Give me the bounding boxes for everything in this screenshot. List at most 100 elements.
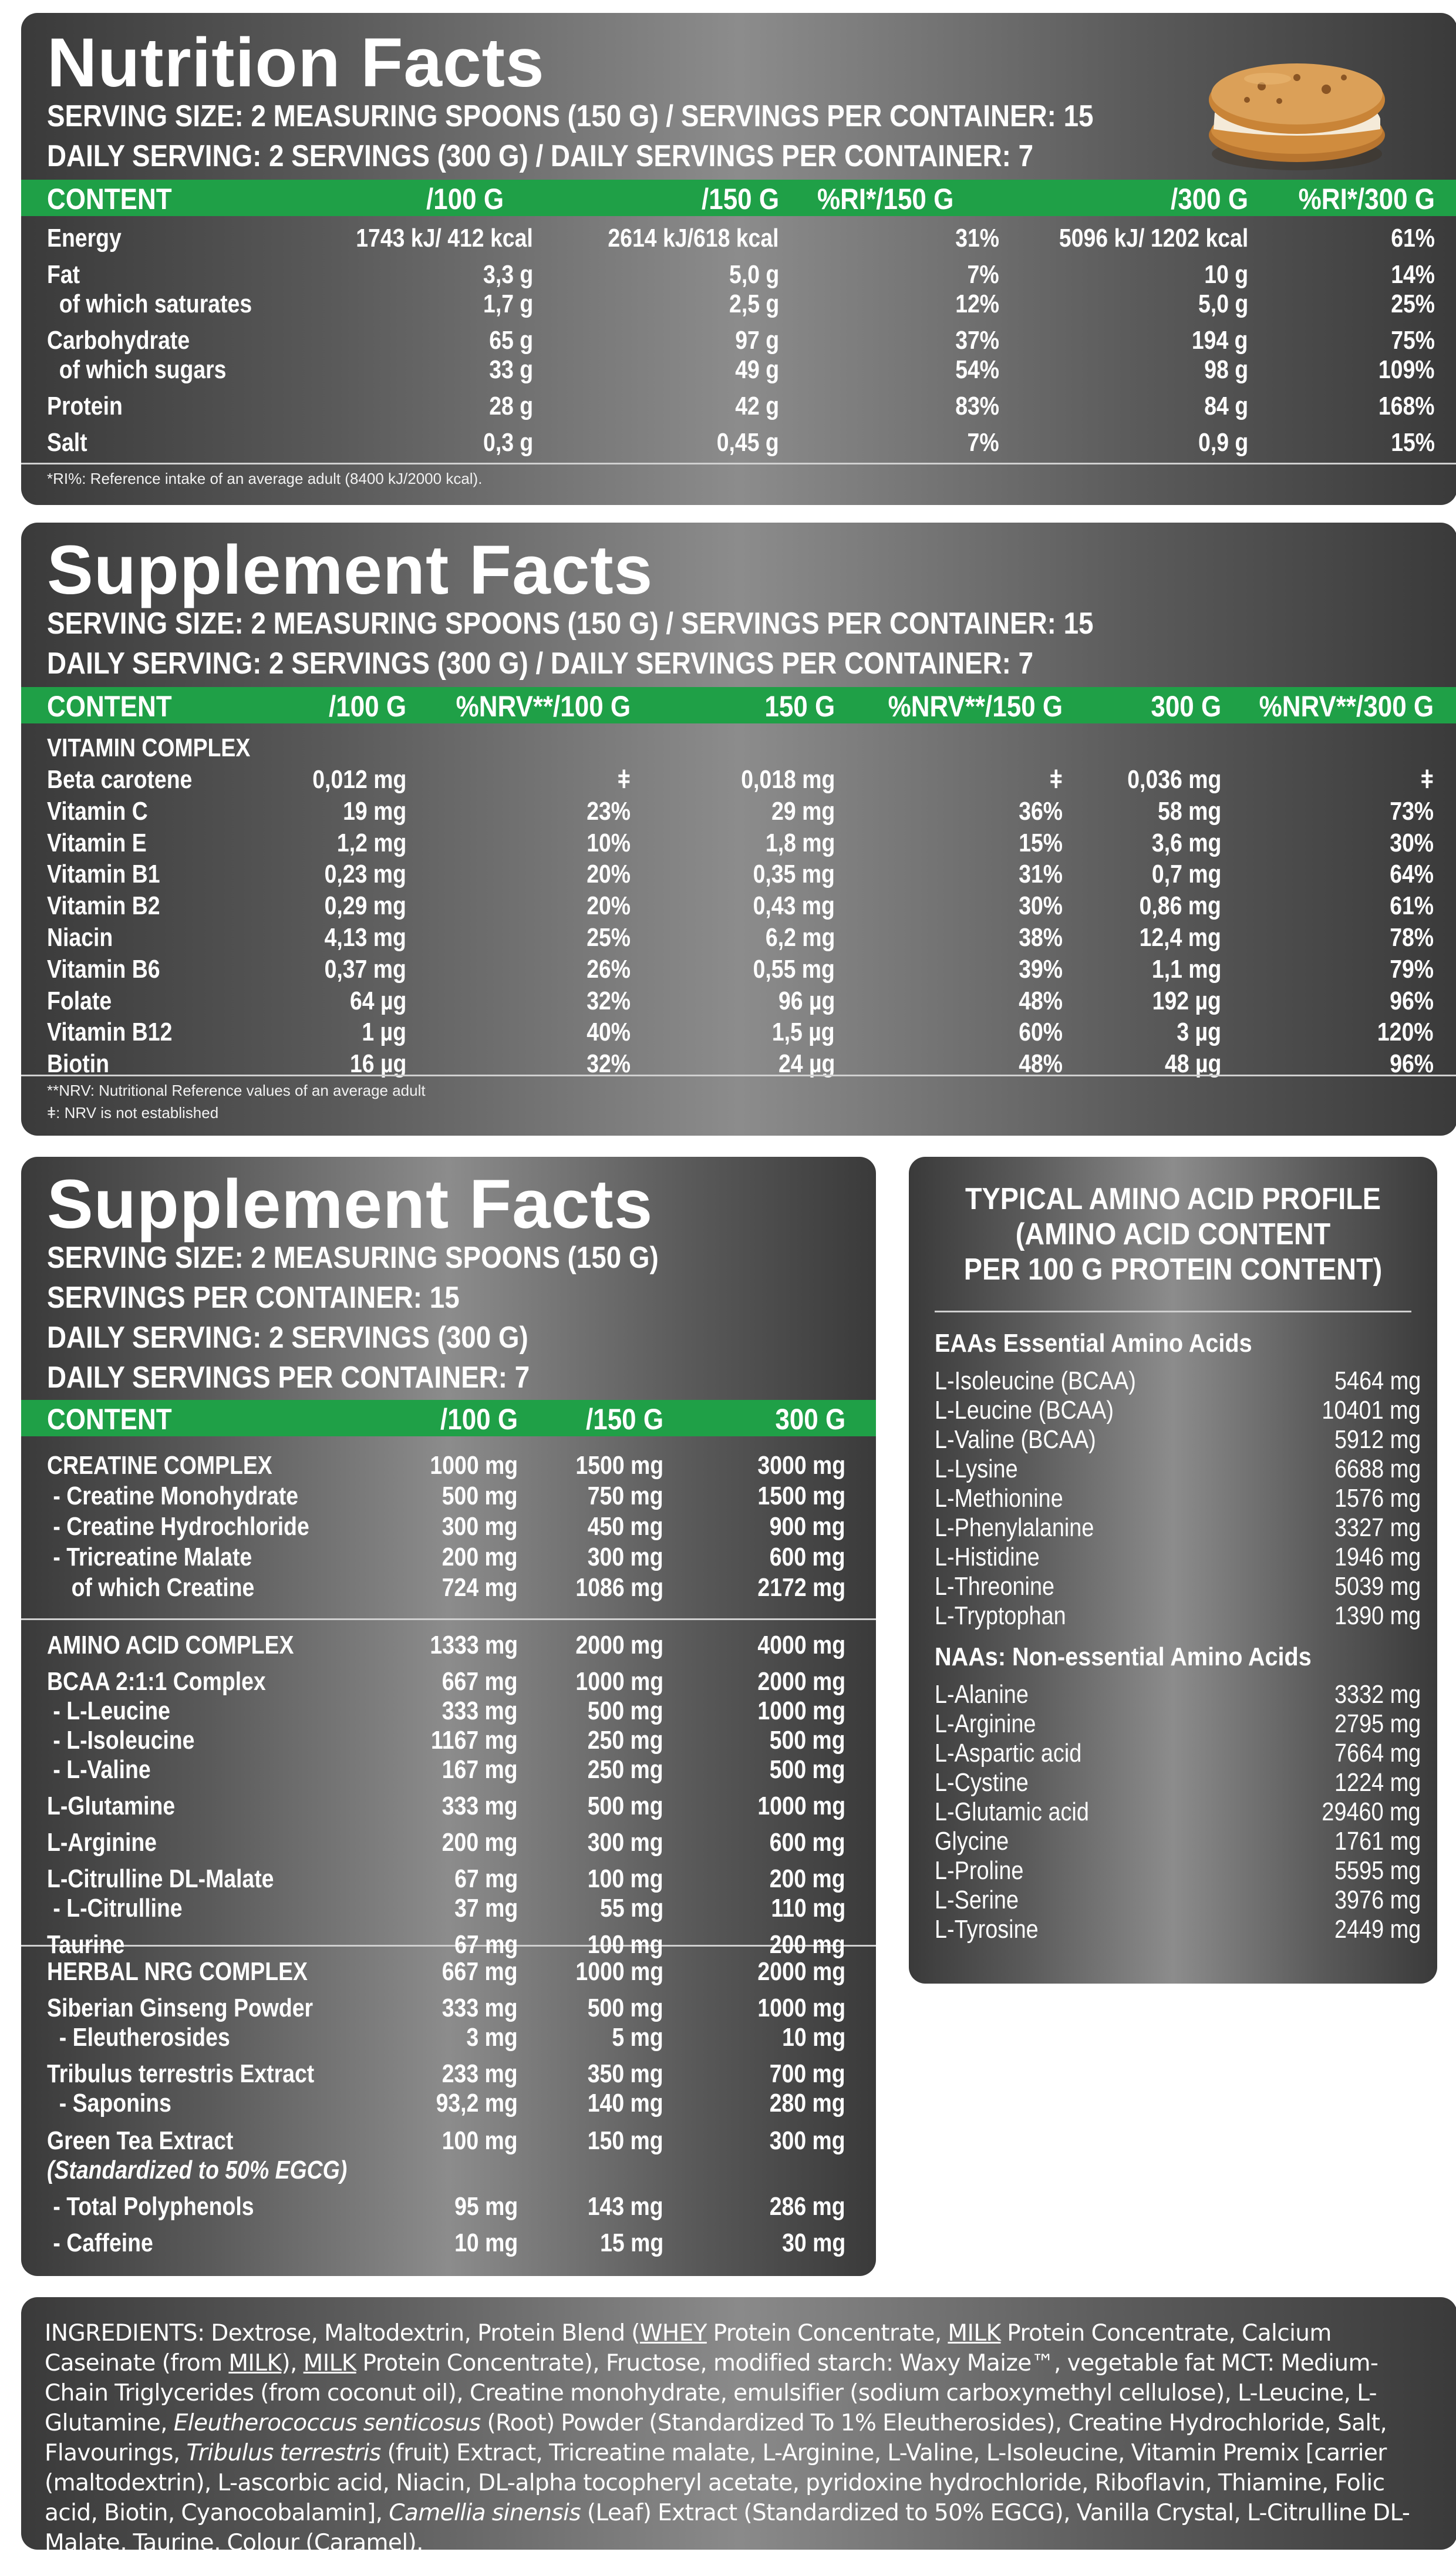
complex-ingredient-name: - Tricreatine Malate [47,1543,252,1571]
vitamins-header-300g: 300 G [1151,690,1221,723]
complex-per-150g: 750 mg [588,1482,663,1510]
essential-amino-name: L-Phenylalanine [935,1513,1094,1542]
nonessential-amino-name: L-Cystine [935,1768,1029,1797]
complex-per-150g: 450 mg [588,1512,663,1541]
nonessential-amino-heading: NAAs: Non-essential Amino Acids [935,1642,1312,1671]
complex-per-100g: 233 mg [442,2059,518,2088]
vitamin-per-300g: 48 µg [1164,1049,1221,1078]
vitamins-header-nrv150: %NRV**/150 G [888,690,1063,723]
complex-per-300g: 280 mg [770,2089,845,2117]
vitamin-per-100g: 4,13 mg [324,923,406,952]
nutrition-per-100g: 33 g [489,355,533,384]
vitamins-footnote-not-established: ǂ: NRV is not established [47,1104,219,1122]
complex-per-100g: 67 mg [454,1930,518,1959]
supplement-vitamins-panel: Supplement Facts SERVING SIZE: 2 MEASURI… [21,523,1456,1136]
nutrition-per-300g: 5,0 g [1198,289,1248,318]
vitamin-per-150g: 6,2 mg [765,923,835,952]
vitamin-vitamin-name: Vitamin E [47,829,147,857]
supplement-vitamins-title: Supplement Facts [47,531,653,609]
complex-per-100g: 95 mg [454,2192,518,2221]
complex-per-100g: 37 mg [454,1894,518,1923]
vitamins-serving-size: SERVING SIZE: 2 MEASURING SPOONS (150 G)… [47,607,1094,641]
vitamin-nrv-150g: 48% [1019,1049,1063,1078]
complex-per-100g: 1167 mg [431,1726,518,1755]
nutrition-nutrient-name: Energy [47,224,122,253]
nutrition-serving-size: SERVING SIZE: 2 MEASURING SPOONS (150 G)… [47,99,1094,133]
nutrition-per-300g: 0,9 g [1198,428,1248,457]
nonessential-amino-value: 29460 mg [1322,1797,1421,1826]
nutrition-header-300g: /300 G [1170,183,1248,216]
complex-per-300g: 600 mg [770,1543,845,1571]
nutrition-ri-300g: 14% [1391,260,1435,289]
vitamin-nrv-150g: ǂ [1050,765,1063,794]
vitamin-per-100g: 16 µg [349,1049,406,1078]
essential-amino-value: 5039 mg [1334,1572,1421,1601]
complex-ingredient-name: - Eleutherosides [47,2023,230,2052]
nonessential-amino-value: 3976 mg [1334,1886,1421,1914]
vitamin-nrv-300g: 96% [1390,987,1434,1015]
complex-per-300g: 110 mg [771,1894,845,1923]
essential-amino-value: 5464 mg [1334,1366,1421,1395]
vitamin-per-100g: 0,012 mg [312,765,406,794]
complex-per-300g: 1000 mg [757,1792,845,1820]
complex-per-150g: 1000 mg [575,1957,663,1986]
complex-per-100g: 667 mg [442,1957,518,1986]
nutrition-ri-150g: 37% [955,326,999,355]
essential-amino-name: L-Tryptophan [935,1601,1066,1630]
complex-ingredient-name: - Caffeine [47,2228,153,2257]
nutrition-nutrient-name: Carbohydrate [47,326,190,355]
complex-per-100g: 724 mg [442,1573,518,1602]
complex-ingredient-name: BCAA 2:1:1 Complex [47,1667,266,1696]
vitamin-per-150g: 1,8 mg [765,829,835,857]
vitamin-nrv-100g: 26% [587,955,631,984]
complex-per-150g: 100 mg [588,1864,663,1893]
essential-amino-value: 6688 mg [1334,1455,1421,1483]
vitamin-per-100g: 0,29 mg [324,891,406,920]
nonessential-amino-name: L-Glutamic acid [935,1797,1089,1826]
nonessential-amino-name: L-Alanine [935,1680,1029,1709]
nutrition-ri-300g: 75% [1391,326,1435,355]
complex-per-300g: 700 mg [770,2059,845,2088]
complex-per-100g: 333 mg [442,1792,518,1820]
vitamin-nrv-100g: 23% [587,797,631,826]
ingredients-panel: INGREDIENTS: Dextrose, Maltodextrin, Pro… [21,2297,1456,2550]
nonessential-amino-value: 5595 mg [1334,1856,1421,1885]
complex-serving-line-1: SERVING SIZE: 2 MEASURING SPOONS (150 G) [47,1241,659,1275]
vitamin-per-100g: 1 µg [362,1018,406,1046]
nutrition-per-100g: 3,3 g [483,260,533,289]
nutrition-per-300g: 5096 kJ/ 1202 kcal [1059,224,1248,253]
essential-amino-name: L-Histidine [935,1543,1040,1571]
vitamin-complex-heading: VITAMIN COMPLEX [47,733,251,762]
complex-per-100g: 3 mg [466,2023,518,2052]
essential-amino-value: 1576 mg [1334,1484,1421,1513]
vitamin-per-300g: 0,7 mg [1151,860,1221,888]
complex-per-300g: 500 mg [770,1726,845,1755]
complex-ingredient-name: HERBAL NRG COMPLEX [47,1957,308,1986]
nutrition-header-ri300: %RI*/300 G [1298,183,1435,216]
complex-separator-amino [21,1618,876,1620]
vitamin-nrv-300g: 64% [1390,860,1434,888]
nutrition-header-bar [21,180,1456,216]
complex-per-300g: 600 mg [770,1828,845,1857]
supplement-complex-panel: Supplement Facts SERVING SIZE: 2 MEASURI… [21,1157,876,2276]
complex-per-150g: 300 mg [588,1828,663,1857]
nutrition-ri-150g: 7% [967,428,999,457]
nutrition-per-150g: 0,45 g [716,428,779,457]
complex-per-150g: 500 mg [588,1696,663,1725]
complex-per-150g: 300 mg [588,1543,663,1571]
nutrition-ri-150g: 54% [955,355,999,384]
complex-per-100g: 333 mg [442,1696,518,1725]
ingredients-text: INGREDIENTS: Dextrose, Maltodextrin, Pro… [45,2320,1410,2550]
essential-amino-name: L-Threonine [935,1572,1055,1601]
complex-header-bar [21,1400,876,1436]
complex-per-100g: 200 mg [442,1828,518,1857]
complex-per-150g: 2000 mg [575,1631,663,1659]
complex-per-100g: 200 mg [442,1543,518,1571]
nonessential-amino-name: L-Arginine [935,1709,1036,1738]
amino-title-separator [935,1311,1411,1312]
vitamins-header-100g: /100 G [328,690,406,723]
complex-ingredient-name: AMINO ACID COMPLEX [47,1631,294,1659]
complex-per-150g: 5 mg [612,2023,663,2052]
complex-per-300g: 1000 mg [757,1994,845,2022]
vitamin-nrv-100g: 32% [587,1049,631,1078]
